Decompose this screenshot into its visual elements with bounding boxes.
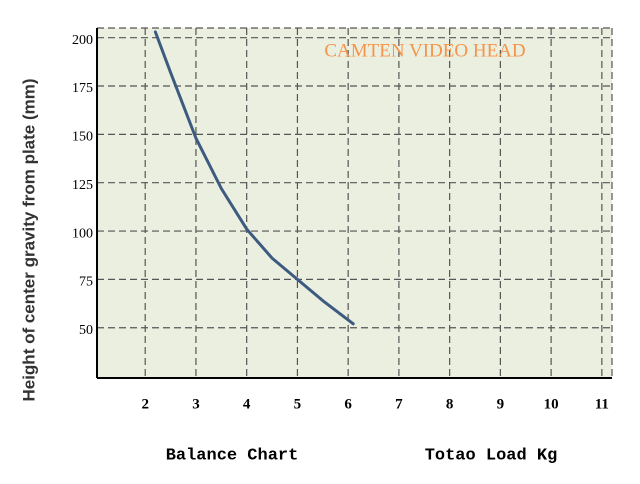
y-tick-label: 200 xyxy=(72,33,93,48)
x-tick-label: 6 xyxy=(344,396,352,412)
line-series xyxy=(153,30,355,326)
annotation: CAMTEN VIDEO HEAD xyxy=(324,40,525,61)
y-tick-label: 100 xyxy=(72,226,93,241)
x-tick-label: 2 xyxy=(141,396,149,412)
x-tick-label: 4 xyxy=(243,396,251,412)
x-tick-label: 8 xyxy=(446,396,454,412)
x-tick-label: 7 xyxy=(395,396,403,412)
x-title-right: Totao Load Kg xyxy=(425,446,558,465)
x-tick-label: 3 xyxy=(192,396,200,412)
x-tick-label: 5 xyxy=(294,396,302,412)
x-title-left: Balance Chart xyxy=(166,446,299,465)
x-tick-label: 11 xyxy=(595,396,609,412)
x-tick-label: 10 xyxy=(544,396,559,412)
y-tick-label: 50 xyxy=(79,323,93,338)
y-tick-label: 175 xyxy=(72,81,93,96)
y-tick-label: 125 xyxy=(72,178,93,193)
x-tick-label: 9 xyxy=(497,396,505,412)
y-axis-title: Height of center gravity from plate (mm) xyxy=(19,78,38,401)
y-tick-label: 150 xyxy=(72,130,93,145)
y-tick-label: 75 xyxy=(79,275,93,290)
